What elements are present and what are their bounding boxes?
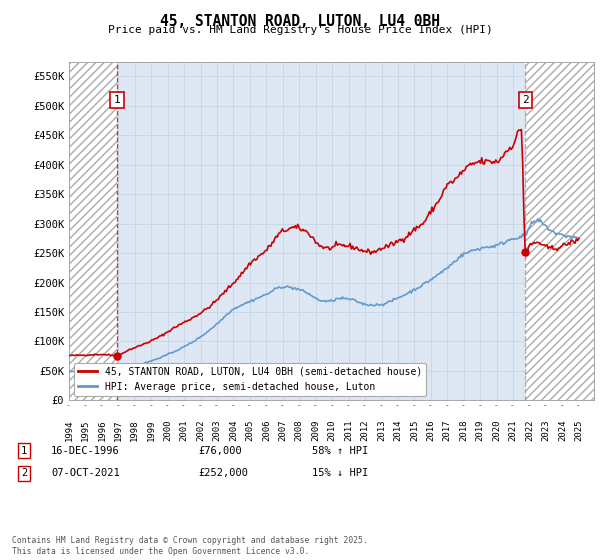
Text: 1999: 1999	[147, 419, 156, 441]
Text: 2002: 2002	[196, 419, 205, 441]
Text: Contains HM Land Registry data © Crown copyright and database right 2025.
This d: Contains HM Land Registry data © Crown c…	[12, 536, 368, 556]
Text: 2006: 2006	[262, 419, 271, 441]
Text: 2024: 2024	[558, 419, 567, 441]
Text: 2014: 2014	[394, 419, 403, 441]
Bar	[69, 62, 117, 400]
Text: 15% ↓ HPI: 15% ↓ HPI	[312, 468, 368, 478]
Text: 2004: 2004	[229, 419, 238, 441]
Text: 2011: 2011	[344, 419, 353, 441]
Text: 2008: 2008	[295, 419, 304, 441]
Text: 2013: 2013	[377, 419, 386, 441]
Text: Price paid vs. HM Land Registry's House Price Index (HPI): Price paid vs. HM Land Registry's House …	[107, 25, 493, 35]
Text: 2009: 2009	[311, 419, 320, 441]
Text: 2005: 2005	[245, 419, 254, 441]
Text: £252,000: £252,000	[198, 468, 248, 478]
Legend: 45, STANTON ROAD, LUTON, LU4 0BH (semi-detached house), HPI: Average price, semi: 45, STANTON ROAD, LUTON, LU4 0BH (semi-d…	[74, 363, 426, 395]
Text: 2003: 2003	[212, 419, 221, 441]
Text: 2015: 2015	[410, 419, 419, 441]
Bar	[526, 62, 594, 400]
Bar	[69, 62, 117, 400]
Text: 2023: 2023	[541, 419, 550, 441]
Text: £76,000: £76,000	[198, 446, 242, 456]
Text: 2018: 2018	[459, 419, 468, 441]
Text: 2025: 2025	[574, 419, 583, 441]
Text: 2016: 2016	[427, 419, 436, 441]
Text: 07-OCT-2021: 07-OCT-2021	[51, 468, 120, 478]
Text: 1997: 1997	[114, 419, 123, 441]
Text: 2000: 2000	[163, 419, 172, 441]
Text: 2017: 2017	[443, 419, 452, 441]
Text: 1: 1	[113, 95, 121, 105]
Text: 45, STANTON ROAD, LUTON, LU4 0BH: 45, STANTON ROAD, LUTON, LU4 0BH	[160, 14, 440, 29]
Text: 2019: 2019	[476, 419, 485, 441]
Text: 1994: 1994	[65, 419, 74, 441]
Text: 1998: 1998	[130, 419, 139, 441]
Text: 2: 2	[522, 95, 529, 105]
Text: 2001: 2001	[179, 419, 188, 441]
Text: 2020: 2020	[492, 419, 501, 441]
Text: 16-DEC-1996: 16-DEC-1996	[51, 446, 120, 456]
Text: 2021: 2021	[509, 419, 518, 441]
Text: 1: 1	[21, 446, 27, 456]
Text: 58% ↑ HPI: 58% ↑ HPI	[312, 446, 368, 456]
Text: 2022: 2022	[525, 419, 534, 441]
Text: 2: 2	[21, 468, 27, 478]
Text: 2012: 2012	[361, 419, 370, 441]
Text: 2007: 2007	[278, 419, 287, 441]
Text: 2010: 2010	[328, 419, 337, 441]
Bar	[526, 62, 594, 400]
Text: 1996: 1996	[97, 419, 106, 441]
Text: 1995: 1995	[81, 419, 90, 441]
